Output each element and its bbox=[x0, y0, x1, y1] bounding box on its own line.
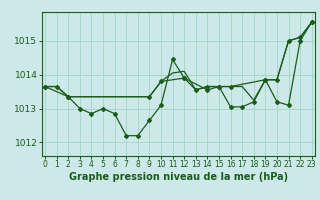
X-axis label: Graphe pression niveau de la mer (hPa): Graphe pression niveau de la mer (hPa) bbox=[69, 172, 288, 182]
